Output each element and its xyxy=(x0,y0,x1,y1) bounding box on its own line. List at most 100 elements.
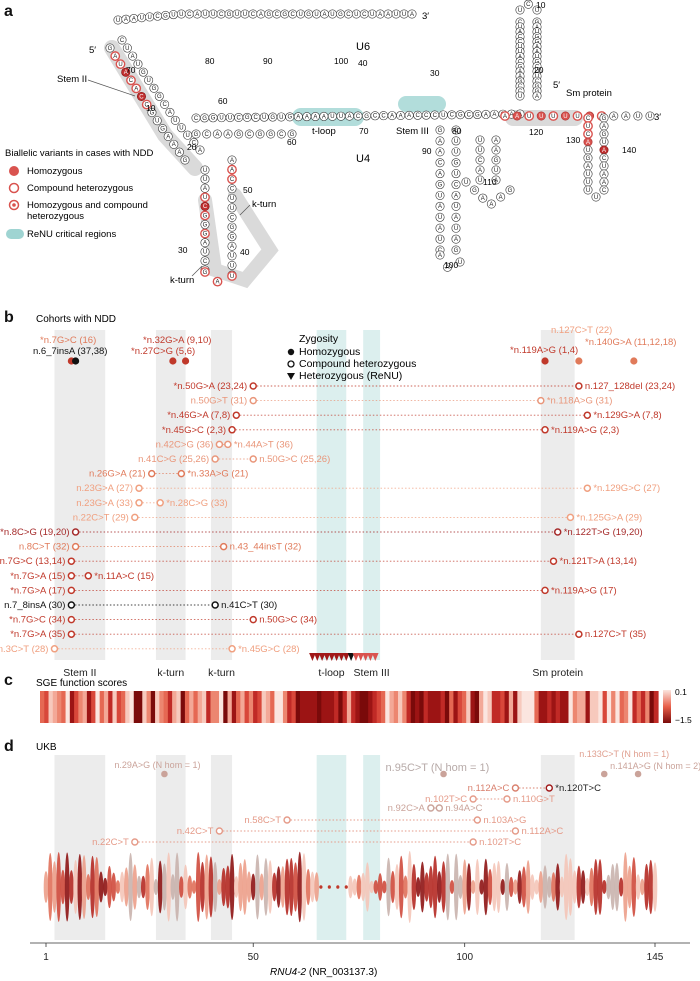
ukb-density-mark xyxy=(585,877,590,897)
variant-label-left: *n.8C>G (19,20) xyxy=(0,527,69,538)
sge-cell xyxy=(342,691,348,723)
sge-cell xyxy=(606,691,612,723)
legend-title: Biallelic variants in cases with NDD xyxy=(5,148,153,159)
variant-marker xyxy=(232,411,241,419)
ukb-density-mark xyxy=(166,852,171,922)
region-label: k-turn xyxy=(208,667,235,679)
ukb-density-mark xyxy=(170,874,176,900)
nucleotide-letter: G xyxy=(454,248,459,254)
top-variant-label: *n.119A>G (1,4) xyxy=(510,345,578,356)
ukb-density-mark xyxy=(365,862,370,912)
variant-label-left: *n.7G>C (34) xyxy=(9,615,65,626)
nucleotide xyxy=(491,155,501,165)
sge-cell xyxy=(555,691,561,723)
sge-cell xyxy=(419,691,425,723)
variant-marker xyxy=(84,572,93,580)
pos-20: 20 xyxy=(187,142,197,152)
ukb-homozygous-dot xyxy=(600,770,608,778)
sge-cell xyxy=(86,691,92,723)
variant-marker xyxy=(135,499,143,507)
u6-label: U6 xyxy=(356,41,370,53)
sge-cell xyxy=(534,691,540,723)
sge-cell xyxy=(52,691,58,723)
nucleotide-letter: C xyxy=(139,94,144,100)
nucleotide-letter: U xyxy=(230,263,234,269)
nucleotide xyxy=(451,147,461,157)
nucleotide-letter: U xyxy=(441,113,445,119)
ukb-density-mark xyxy=(394,864,400,910)
sge-cell xyxy=(244,691,250,723)
nucleotide-letter: G xyxy=(194,132,199,138)
nucleotide-letter: G xyxy=(475,112,480,118)
ukb-density-mark xyxy=(453,853,459,921)
nucleotide-letter: A xyxy=(494,148,498,154)
nucleotide-letter: U xyxy=(330,114,334,120)
nucleotide-letter: A xyxy=(494,138,498,144)
sge-cell xyxy=(530,691,535,723)
ukb-density-mark xyxy=(272,872,277,902)
nucleotide-letter: G xyxy=(494,158,499,164)
homozygous-dot xyxy=(575,357,583,365)
nucleotide xyxy=(455,257,465,267)
heterozygous-renu-marker xyxy=(328,653,336,661)
nucleotide xyxy=(435,250,445,260)
ukb-density-mark xyxy=(217,879,222,895)
pos-110: 110 xyxy=(483,177,497,187)
nucleotide-letter: U xyxy=(518,94,522,100)
nucleotide-letter: A xyxy=(323,12,327,18)
ukb-density-mark xyxy=(618,877,624,897)
nucleotide-letter: C xyxy=(438,161,443,167)
ukb-density-mark xyxy=(445,853,451,921)
nucleotide xyxy=(435,212,445,222)
sge-cell xyxy=(227,691,233,723)
sge-cell xyxy=(470,691,476,723)
nucleotide-letter: A xyxy=(446,265,450,271)
nucleotide-letter: C xyxy=(120,38,125,44)
nucleotide xyxy=(435,125,445,135)
ukb-density-mark xyxy=(432,855,438,919)
variant-marker xyxy=(553,528,562,536)
nucleotide xyxy=(276,129,286,139)
nucleotide-letter: U xyxy=(458,260,462,266)
nucleotide-letter: U xyxy=(279,115,283,121)
nucleotide xyxy=(174,147,184,157)
ukb-density-mark xyxy=(73,860,78,914)
homozygous-dot xyxy=(169,357,177,365)
ukb-density-mark xyxy=(483,858,489,916)
ukb-density-mark xyxy=(606,874,611,900)
region-band xyxy=(540,330,575,660)
nucleotide-letter: A xyxy=(515,114,519,120)
sge-cell xyxy=(40,691,45,723)
sge-cell xyxy=(78,691,84,723)
zyg-het: Heterozygous (ReNU) xyxy=(299,370,402,382)
nucleotide-letter: U xyxy=(586,180,590,186)
nucleotide xyxy=(478,193,488,203)
nucleotide-letter: A xyxy=(410,12,414,18)
sge-cell xyxy=(564,691,570,723)
label-tloop: t-loop xyxy=(312,126,336,137)
ukb-label: n.133C>T (N hom = 1) xyxy=(579,749,669,759)
nucleotide-letter: A xyxy=(166,134,170,140)
ukb-density-mark xyxy=(183,864,188,910)
nucleotide xyxy=(512,111,522,121)
nucleotide-letter: C xyxy=(433,113,438,119)
nucleotide xyxy=(621,111,631,121)
sge-cell xyxy=(491,691,497,723)
sge-cell xyxy=(372,691,378,723)
variant-marker xyxy=(211,455,219,463)
region-band xyxy=(316,330,347,660)
nucleotide-letter: G xyxy=(141,70,146,76)
nucleotide-letter: A xyxy=(438,226,442,232)
nucleotide-letter: A xyxy=(399,113,403,119)
variant-marker xyxy=(575,382,583,390)
nucleotide-letter: U xyxy=(230,206,234,212)
nucleotide-letter: A xyxy=(494,178,498,184)
heterozygous-renu-marker xyxy=(342,653,350,661)
nucleotide-letter: U xyxy=(602,164,606,170)
pos-u4-100: 100 xyxy=(444,260,458,270)
sge-cell xyxy=(398,691,403,723)
nucleotide-letter: A xyxy=(454,193,458,199)
panel-d-label: d xyxy=(4,738,14,755)
nucleotide-letter: C xyxy=(526,2,531,8)
nucleotide xyxy=(227,260,237,270)
